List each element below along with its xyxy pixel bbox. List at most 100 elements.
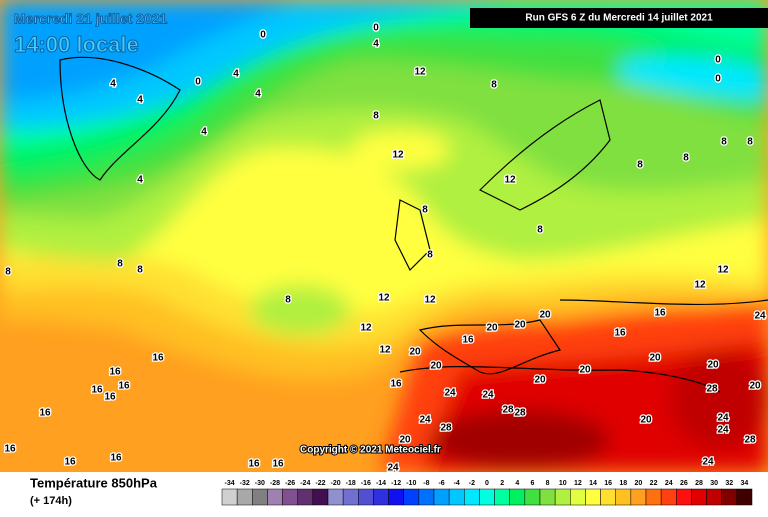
scale-swatch [448,488,465,506]
scale-swatch [433,488,450,506]
contour-label: 4 [110,79,116,90]
contour-label: 8 [721,137,727,148]
scale-label: -10 [406,480,416,487]
scale-label: 26 [680,480,688,487]
contour-label: 20 [534,375,546,386]
contour-label: 8 [5,267,11,278]
contour-label: 16 [654,308,666,319]
scale-swatch [327,488,344,506]
scale-swatch [539,488,556,506]
scale-label: 0 [485,480,489,487]
contour-label: 24 [717,425,729,436]
contour-label: 24 [387,463,399,474]
contour-label: 16 [462,335,474,346]
lead-time: (+ 174h) [30,495,72,507]
contour-label: 20 [649,353,661,364]
contour-label: 8 [117,259,123,270]
scale-label: -4 [454,480,460,487]
scale-swatch [297,488,314,506]
scale-label: 30 [710,480,718,487]
contour-label: 20 [409,347,421,358]
scale-label: 18 [619,480,627,487]
scale-swatch [676,488,692,506]
contour-label: 28 [502,405,514,416]
contour-label: 16 [64,457,76,468]
contour-label: 8 [537,225,543,236]
contour-label: 8 [683,153,689,164]
scale-swatch [736,488,753,506]
scale-label: -16 [361,480,371,487]
scale-label: 6 [530,480,534,487]
scale-label: 32 [725,480,733,487]
forecast-time: 14:00 locale [14,32,139,57]
temperature-field [0,0,768,472]
contour-label: 28 [514,408,526,419]
contour-label: 8 [491,80,497,91]
scale-swatch [494,488,510,506]
scale-swatch [600,488,616,506]
contour-label: 8 [422,205,428,216]
contour-label: 20 [399,435,411,446]
contour-label: 20 [486,323,498,334]
scale-label: -26 [285,480,295,487]
contour-label: 0 [260,30,266,41]
scale-label: -8 [423,480,429,487]
scale-label: 8 [546,480,550,487]
scale-label: 20 [635,480,643,487]
coastlines [59,56,768,393]
contour-label: 28 [440,423,452,434]
scale-swatch [630,488,647,506]
contour-label: 4 [137,175,143,186]
scale-label: 10 [559,480,567,487]
scale-label: 14 [589,480,597,487]
scale-label: 2 [500,480,504,487]
scale-label: 24 [665,480,673,487]
contour-label: 24 [717,413,729,424]
scale-label: -2 [469,480,475,487]
contour-label: 4 [137,95,143,106]
legend-title: Température 850hPa [30,475,158,490]
run-box [470,8,768,28]
copyright: Copyright © 2021 Meteociel.fr [300,445,441,456]
scale-swatch [585,488,601,506]
contour-label: 20 [749,381,761,392]
contour-label: 4 [255,89,261,100]
contour-label: 24 [482,390,494,401]
scale-label: 4 [515,480,519,487]
scale-swatch [615,488,632,506]
scale-swatch [509,488,526,506]
contour-label: 16 [152,353,164,364]
scale-swatch [282,488,298,506]
scale-label: -24 [300,480,310,487]
scale-swatch [691,488,707,506]
contour-label: 12 [379,345,391,356]
scale-swatch [418,488,435,506]
contour-label: 16 [104,392,116,403]
color-scale: -34 -32 -30 -28 -26 -24 -22 -20 -18 -16 -14 -12 -10-… [221,480,753,506]
contour-label: 12 [504,175,516,186]
scale-swatch [252,488,268,506]
scale-label: -28 [270,480,280,487]
contour-labels: 0 0 4 4 4 0 4 4 4 4 8 8 8 8 8 12 8 12 12 8 8 8 8 8 8 8 12 12 12 12 12 1… [3,21,767,475]
scale-label: -18 [346,480,356,487]
contour-label: 8 [373,111,379,122]
scale-swatch [479,488,495,506]
scale-swatch [524,488,541,506]
contour-label: 24 [444,388,456,399]
scale-label: -14 [376,480,386,487]
scale-label: -12 [391,480,401,487]
contour-label: 24 [419,415,431,426]
contour-label: 8 [137,265,143,276]
contour-label: 0 [715,74,721,85]
contour-label: 16 [110,453,122,464]
scale-label: 28 [695,480,703,487]
contour-label: 4 [233,69,239,80]
contour-label: 12 [378,293,390,304]
scale-swatch [267,488,283,506]
scale-swatch [645,488,662,506]
scale-swatch [221,488,238,506]
contour-label: 16 [390,379,402,390]
contour-label: 16 [118,381,130,392]
contour-label: 8 [637,160,643,171]
